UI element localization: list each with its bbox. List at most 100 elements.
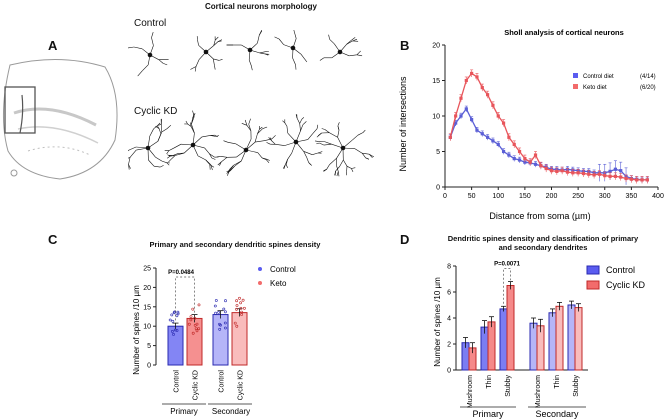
d-bar (555, 305, 564, 371)
neuron-branch (151, 32, 154, 38)
neuron-branch (361, 153, 366, 159)
neuron-branch (275, 144, 285, 146)
neuron-branch (301, 117, 305, 120)
neuron-branch (346, 40, 353, 45)
sholl-point (608, 169, 612, 173)
sholl-y-tick-label: 10 (432, 114, 440, 121)
sholl-point (555, 169, 559, 173)
neuron-branch (285, 164, 288, 169)
sholl-xlabel: Distance from soma (µm) (489, 211, 590, 221)
neuron-branch (187, 123, 192, 127)
neuron-branch (300, 124, 304, 132)
neuron-branch (356, 50, 361, 56)
neuron-branch (334, 43, 341, 53)
sholl-point (565, 170, 570, 174)
c-scatter-point (193, 323, 197, 327)
sholl-point (480, 86, 484, 90)
sholl-point (517, 149, 522, 154)
neuron-branch (217, 161, 222, 166)
d-bar (567, 304, 576, 371)
sholl-point (640, 178, 644, 182)
neuron-branch (161, 124, 163, 133)
d-bar (506, 285, 515, 371)
sholl-point (459, 114, 463, 118)
neuron-branch (331, 143, 344, 149)
sholl-point (496, 114, 500, 118)
legend-n-keto: (6/20) (640, 85, 656, 91)
sholl-point (549, 169, 554, 173)
sholl-legend: Control diet (4/14) Keto diet (6/20) (573, 73, 656, 91)
sholl-point (619, 169, 623, 173)
legend-label-control: Control diet (583, 74, 614, 80)
sholl-point (533, 162, 538, 166)
d-bar (548, 312, 557, 371)
legend-label-keto: Keto diet (583, 85, 607, 91)
sholl-point (512, 142, 516, 146)
neuron-branch (307, 133, 314, 140)
c-scatter-point (197, 327, 201, 331)
neuron-branch (337, 137, 344, 149)
c-y-tick-label: 25 (143, 266, 151, 273)
neuron-branch (248, 59, 252, 67)
c-scatter-point (191, 331, 195, 335)
neuron-branch (133, 46, 143, 50)
sholl-x-tick-label: 250 (572, 193, 584, 200)
d-bar (574, 307, 583, 371)
neuron-branch (148, 159, 155, 167)
c-group-label-primary: Primary (170, 407, 198, 416)
panel-letter-a: A (48, 38, 58, 53)
neuron-branch (249, 42, 258, 51)
neuron-branch (337, 125, 340, 131)
sholl-point (448, 135, 452, 139)
d-bar (487, 321, 496, 371)
d-x-tick-label: Thin (486, 375, 493, 389)
c-scatter-point (168, 318, 172, 322)
neuron-branch (198, 51, 207, 60)
sholl-ylabel: Number of intersections (398, 76, 408, 172)
neuron-branch (266, 159, 270, 163)
neuron-branch (190, 66, 197, 70)
neuron-branch (205, 45, 214, 53)
c-scatter-point (223, 321, 227, 325)
neuron-branch (236, 149, 247, 158)
legend-swatch-control (573, 73, 578, 78)
neuron-branch (246, 125, 252, 131)
neuron-branch (183, 144, 194, 154)
sholl-point (523, 157, 527, 161)
neuron-branch (245, 138, 252, 151)
c-bar (231, 312, 248, 366)
neuron-branch (254, 133, 258, 143)
neuron-branch (157, 131, 163, 142)
neuron-branch (299, 119, 302, 124)
neuron-branch (293, 30, 295, 32)
neuron-branch (248, 124, 252, 131)
sholl-x-tick-label: 100 (492, 193, 504, 200)
neuron-branch (198, 45, 207, 53)
legend-label-keto-c: Keto (270, 279, 287, 288)
legend-label-cyclic-d: Cyclic KD (606, 280, 646, 290)
c-y-tick-label: 15 (143, 304, 151, 311)
neuron-branch (172, 153, 178, 156)
d-group-label-primary: Primary (473, 409, 504, 419)
d-x-tick-label: Mushroom (467, 375, 474, 408)
c-scatter-point (173, 328, 177, 332)
neuron-branch (214, 36, 219, 41)
neuron-branch (166, 162, 170, 166)
neuron-branch (128, 157, 131, 159)
d-bar (499, 308, 508, 371)
neuron-branch (317, 132, 322, 136)
neuron-branch (268, 137, 272, 141)
legend-swatch-keto (573, 84, 578, 89)
d-x-tick-label: Thin (554, 375, 561, 389)
neuron-branch (329, 157, 337, 165)
neuron-branch (295, 139, 308, 143)
neuron-branch (197, 39, 199, 46)
neuron-branch (329, 39, 335, 45)
neuron-branch (221, 157, 228, 163)
sholl-point (571, 171, 575, 175)
neuron-branch (147, 147, 156, 158)
sholl-point (613, 174, 617, 178)
neuron-branch (337, 122, 340, 126)
neuron-branch (299, 123, 301, 131)
